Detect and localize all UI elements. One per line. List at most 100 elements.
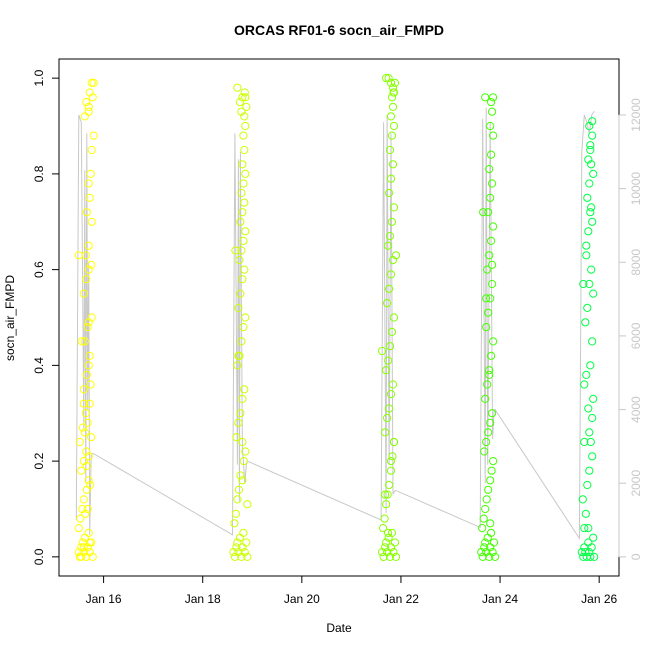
data-point bbox=[387, 217, 397, 226]
y-tick-label: 0.4 bbox=[32, 357, 46, 374]
x-tick-label: Jan 16 bbox=[86, 592, 122, 606]
y2-tick-label: 0 bbox=[629, 553, 643, 560]
data-point bbox=[580, 437, 589, 447]
data-point bbox=[391, 552, 401, 562]
x-axis: Jan 16 Jan 18 Jan 20 Jan 22 Jan 24 Jan 26 bbox=[86, 575, 618, 606]
data-point bbox=[488, 409, 497, 418]
data-point bbox=[389, 88, 398, 97]
data-point bbox=[231, 509, 240, 518]
data-point bbox=[240, 145, 249, 155]
data-point bbox=[487, 98, 496, 107]
y2-tick-label: 12000 bbox=[629, 98, 643, 132]
data-point bbox=[578, 495, 587, 504]
altitude-trace-layer bbox=[75, 107, 595, 541]
data-point bbox=[488, 179, 497, 188]
data-point bbox=[84, 179, 93, 188]
data-point bbox=[485, 251, 494, 260]
data-point bbox=[240, 548, 249, 557]
data-point bbox=[241, 121, 250, 131]
data-point bbox=[485, 370, 494, 379]
data-point bbox=[241, 93, 250, 102]
data-point bbox=[587, 203, 596, 212]
data-point bbox=[586, 437, 595, 447]
data-point bbox=[239, 236, 248, 245]
data-point bbox=[386, 174, 396, 183]
data-point bbox=[588, 117, 597, 126]
data-point bbox=[387, 327, 397, 336]
data-point bbox=[238, 275, 247, 284]
data-point bbox=[89, 131, 98, 140]
data-point bbox=[236, 409, 245, 418]
x-axis-label: Date bbox=[326, 621, 352, 635]
data-point bbox=[82, 275, 91, 284]
data-point bbox=[233, 495, 242, 504]
data-point bbox=[486, 121, 495, 131]
data-point bbox=[481, 394, 490, 403]
y-axis-left: 0.0 0.2 0.4 0.6 0.8 1.0 bbox=[32, 69, 60, 565]
data-point bbox=[588, 217, 597, 226]
data-point bbox=[238, 208, 247, 217]
data-point bbox=[589, 533, 598, 542]
data-point bbox=[480, 447, 489, 456]
data-point bbox=[84, 528, 93, 538]
data-point bbox=[384, 74, 393, 83]
data-point bbox=[83, 323, 92, 332]
data-point bbox=[388, 380, 398, 389]
data-point bbox=[239, 323, 248, 332]
data-point bbox=[479, 514, 488, 523]
data-point bbox=[487, 150, 496, 159]
data-point bbox=[585, 548, 594, 557]
data-point bbox=[383, 299, 392, 308]
data-point bbox=[237, 246, 246, 255]
data-point bbox=[235, 98, 244, 107]
data-point bbox=[489, 222, 498, 231]
data-point bbox=[478, 524, 487, 533]
data-point bbox=[77, 543, 86, 552]
data-point bbox=[74, 524, 83, 533]
data-point bbox=[588, 413, 597, 423]
x-tick-label: Jan 22 bbox=[383, 592, 419, 606]
y-tick-label: 0.8 bbox=[32, 165, 46, 182]
data-point bbox=[488, 260, 497, 269]
data-point bbox=[240, 112, 249, 121]
data-point bbox=[581, 318, 590, 327]
data-point bbox=[384, 356, 393, 365]
data-point bbox=[486, 294, 495, 303]
data-point bbox=[87, 78, 96, 88]
data-point bbox=[82, 370, 91, 379]
data-point bbox=[81, 409, 90, 418]
data-point bbox=[238, 93, 247, 102]
data-point bbox=[382, 500, 391, 509]
data-point bbox=[233, 83, 242, 92]
data-point bbox=[87, 433, 96, 442]
data-point bbox=[583, 193, 592, 202]
x-tick-label: Jan 20 bbox=[284, 592, 320, 606]
data-point bbox=[84, 107, 93, 116]
data-point bbox=[80, 428, 89, 437]
data-point bbox=[85, 399, 94, 408]
data-point bbox=[383, 413, 392, 423]
data-point bbox=[387, 528, 397, 538]
data-point bbox=[240, 88, 249, 97]
data-point bbox=[240, 265, 249, 274]
data-point bbox=[385, 232, 395, 241]
data-point bbox=[384, 528, 393, 538]
data-point bbox=[82, 461, 91, 470]
data-point bbox=[486, 476, 495, 485]
data-point bbox=[485, 366, 494, 375]
data-point bbox=[584, 155, 593, 164]
data-point bbox=[588, 337, 597, 346]
data-point bbox=[483, 380, 492, 389]
data-point bbox=[381, 428, 390, 437]
data-point bbox=[74, 251, 83, 260]
data-point bbox=[581, 548, 590, 557]
data-point bbox=[489, 93, 498, 102]
data-point bbox=[233, 538, 242, 547]
data-point bbox=[481, 504, 490, 514]
data-point bbox=[382, 366, 391, 375]
data-point bbox=[486, 193, 495, 202]
data-point bbox=[386, 390, 396, 399]
data-point bbox=[388, 83, 398, 92]
data-point bbox=[85, 88, 94, 97]
data-point bbox=[484, 485, 493, 494]
